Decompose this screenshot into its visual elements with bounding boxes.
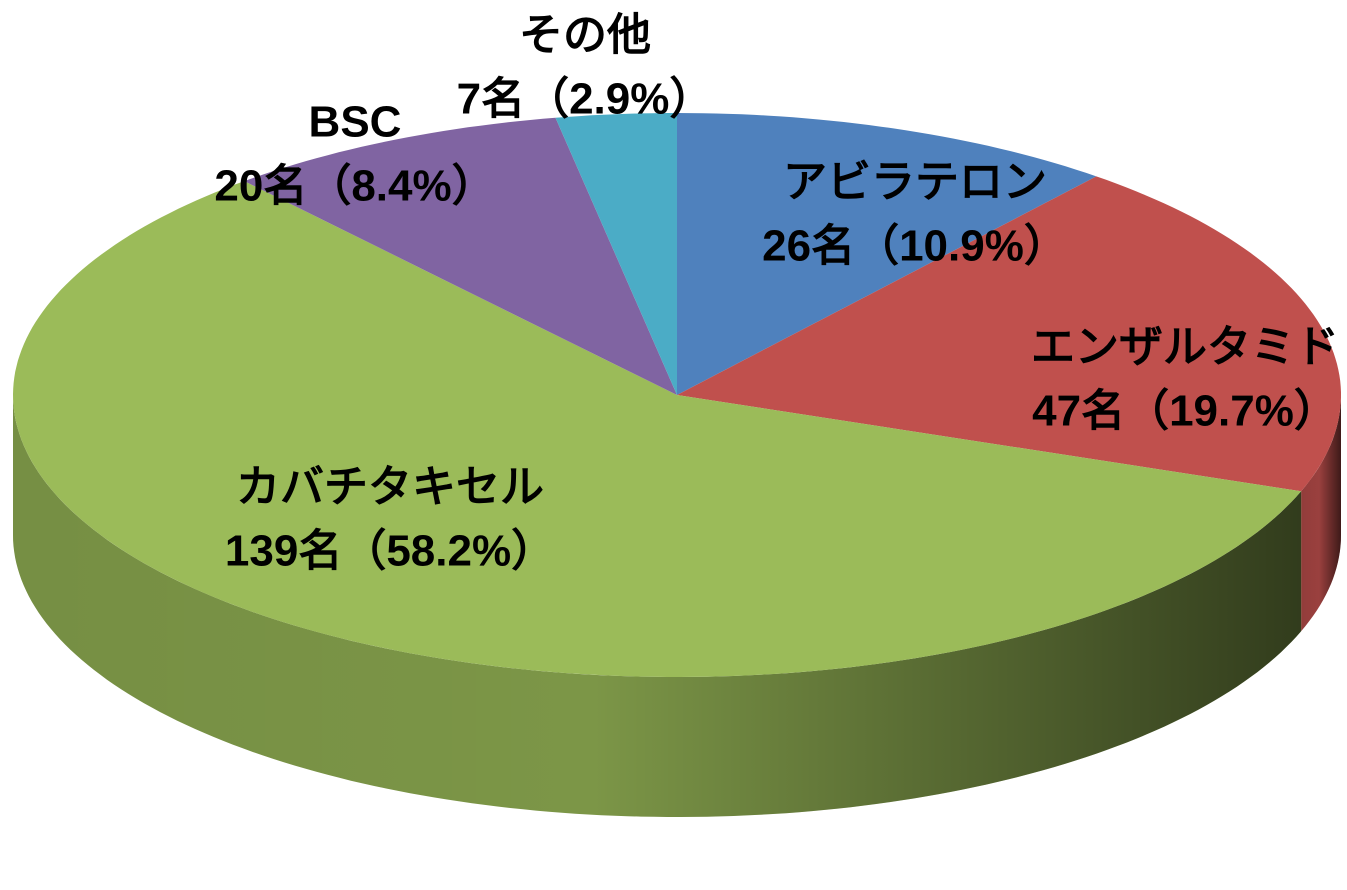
category-label: BSC	[309, 98, 402, 147]
category-label: カバチタキセル	[236, 463, 544, 512]
value-label: 139名（58.2%）	[225, 527, 555, 576]
slice-side-shade	[13, 395, 1302, 817]
value-label: 47名（19.7%）	[1032, 387, 1338, 436]
slice	[244, 117, 678, 396]
slice	[677, 176, 1341, 492]
labels: アビラテロン 26名（10.9%） エンザルタミド 47名（19.7%） カバチタキセル…	[214, 11, 1339, 576]
slice	[13, 181, 1302, 677]
value-label: 20名（8.4%）	[214, 162, 495, 211]
value-label: 26名（10.9%）	[762, 222, 1068, 271]
value-label: 7名（2.9%）	[457, 75, 714, 124]
slice	[555, 113, 677, 395]
category-label: エンザルタミド	[1031, 323, 1339, 372]
category-label: アビラテロン	[783, 158, 1047, 207]
slice	[677, 113, 1097, 395]
pie-sides	[13, 395, 1341, 817]
category-label: その他	[519, 11, 651, 60]
pie-tops	[13, 113, 1341, 677]
slice-side-shade	[1301, 395, 1341, 632]
